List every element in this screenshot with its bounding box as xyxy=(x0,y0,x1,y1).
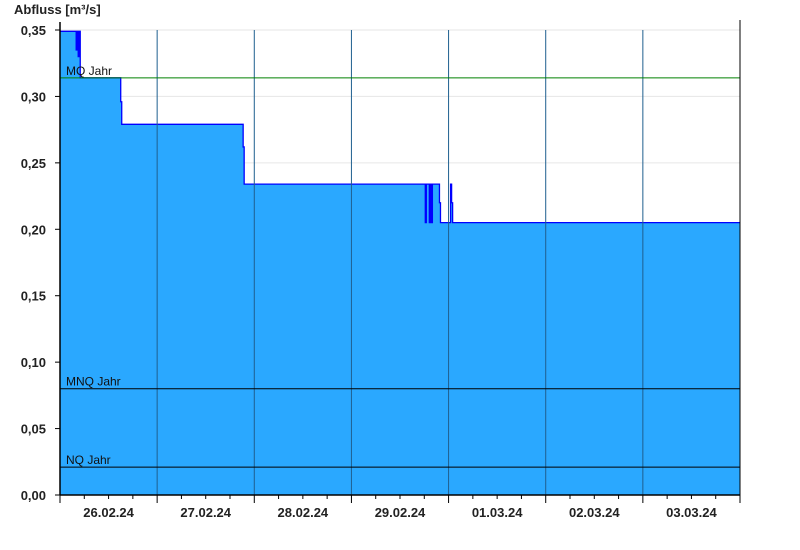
y-tick-label: 0,15 xyxy=(21,289,46,304)
y-tick-label: 0,00 xyxy=(21,488,46,503)
discharge-area xyxy=(60,31,740,495)
x-tick-label: 28.02.24 xyxy=(278,505,329,520)
reference-line-label: NQ Jahr xyxy=(66,453,111,467)
y-tick-label: 0,10 xyxy=(21,355,46,370)
x-tick-label: 03.03.24 xyxy=(666,505,717,520)
x-tick-label: 29.02.24 xyxy=(375,505,426,520)
y-tick-label: 0,30 xyxy=(21,89,46,104)
y-tick-label: 0,05 xyxy=(21,422,46,437)
x-tick-label: 27.02.24 xyxy=(180,505,231,520)
reference-line-label: MNQ Jahr xyxy=(66,375,121,389)
reference-line-label: MQ Jahr xyxy=(66,64,112,78)
y-tick-label: 0,20 xyxy=(21,222,46,237)
discharge-line xyxy=(60,30,740,224)
y-tick-label: 0,35 xyxy=(21,23,46,38)
y-axis-title: Abfluss [m³/s] xyxy=(14,2,101,17)
x-tick-label: 01.03.24 xyxy=(472,505,523,520)
x-tick-label: 26.02.24 xyxy=(83,505,134,520)
y-tick-label: 0,25 xyxy=(21,156,46,171)
x-tick-label: 02.03.24 xyxy=(569,505,620,520)
